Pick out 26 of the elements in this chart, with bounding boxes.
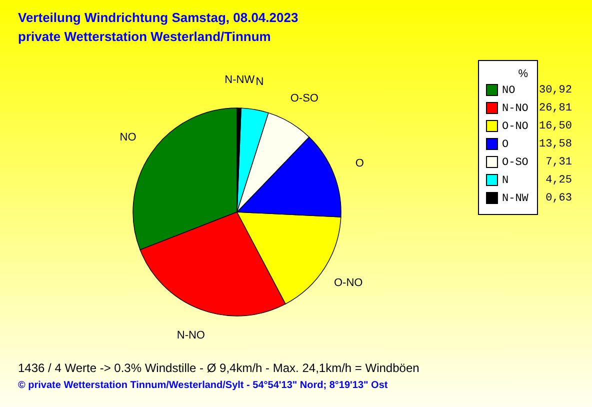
legend-label: O-SO	[502, 157, 529, 169]
data-label: 30,92	[538, 84, 572, 96]
data-label: 13,58	[538, 138, 572, 150]
legend-label: NO	[502, 85, 516, 97]
legend-label: N	[502, 175, 509, 187]
data-label: 0,63	[546, 192, 572, 204]
slice-label: NO	[120, 132, 137, 144]
data-label: 4,25	[546, 174, 572, 186]
data-label: 7,31	[546, 156, 572, 168]
slice-label: N-NW	[224, 74, 256, 86]
text: 1436 / 4 Werte -> 0.3% Windstille - Ø 9,4km/h - Max. 24,1km/h = Windböen	[18, 361, 420, 375]
data-label: 16,50	[538, 120, 572, 132]
legend-label: O	[502, 139, 509, 151]
legend-label: N-NO	[502, 103, 529, 115]
legend-label: N-NW	[502, 193, 529, 205]
slice-label: N	[256, 76, 264, 88]
chart-subtitle: private Wetterstation Westerland/Tinnum	[18, 29, 271, 44]
legend-title: %	[518, 68, 528, 80]
slice-label: O-NO	[334, 276, 364, 289]
text: © private Wetterstation Tinnum/Westerland/Sylt - 54°54'13" Nord; 8°19'13" Ost	[18, 380, 388, 391]
chart-title: Verteilung Windrichtung Samstag, 08.04.2023	[18, 10, 298, 25]
slice-label: O	[355, 157, 364, 170]
slice-label: N-NO	[176, 330, 206, 342]
legend-label: O-NO	[502, 121, 529, 133]
slice-label: O-SO	[290, 92, 319, 105]
data-label: 26,81	[538, 102, 572, 114]
